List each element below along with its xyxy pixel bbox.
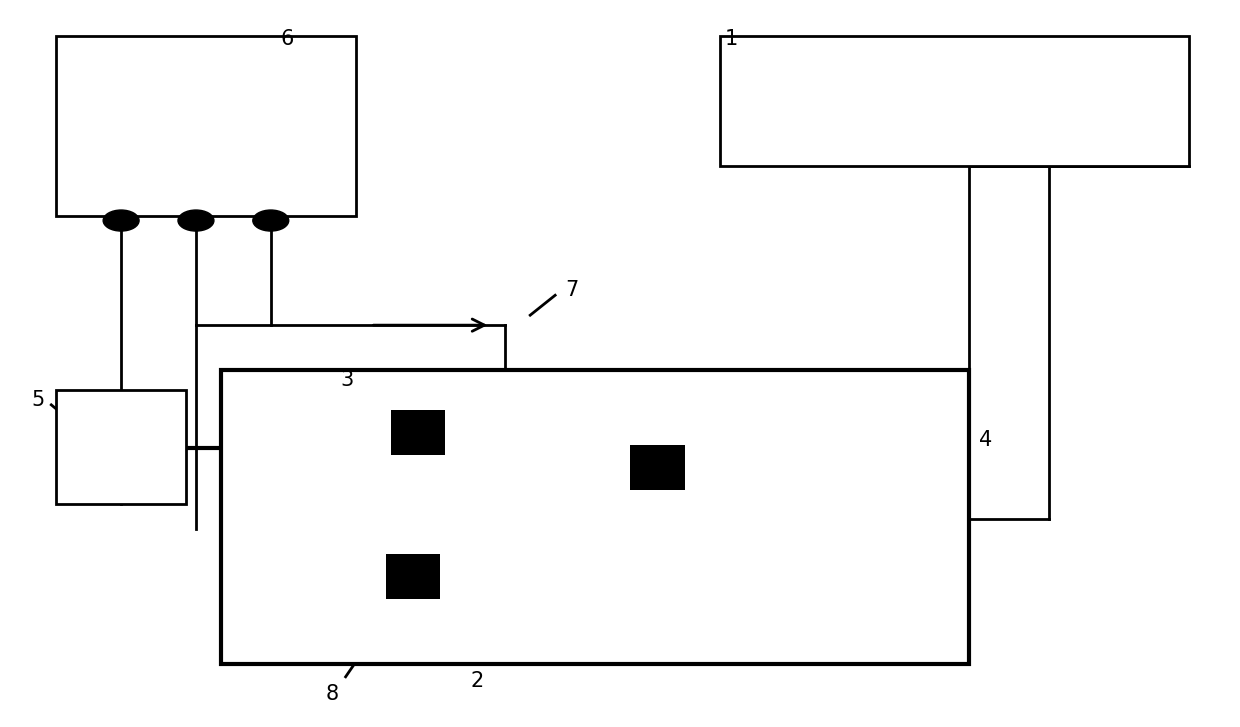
Bar [630, 445, 684, 489]
Text: 5: 5 [31, 390, 45, 410]
Bar [221, 370, 970, 664]
Text: 1: 1 [724, 29, 738, 49]
Text: 6: 6 [280, 29, 294, 49]
Bar [56, 36, 356, 216]
Circle shape [179, 210, 215, 231]
Text: 2: 2 [470, 671, 484, 691]
Text: 4: 4 [980, 430, 992, 450]
Circle shape [253, 210, 289, 231]
Bar [391, 410, 445, 454]
Bar [719, 36, 1189, 166]
Text: 8: 8 [326, 684, 339, 704]
Bar [386, 554, 440, 599]
Text: 3: 3 [341, 370, 353, 390]
Bar [56, 390, 186, 505]
Circle shape [103, 210, 139, 231]
Text: 7: 7 [565, 281, 578, 300]
